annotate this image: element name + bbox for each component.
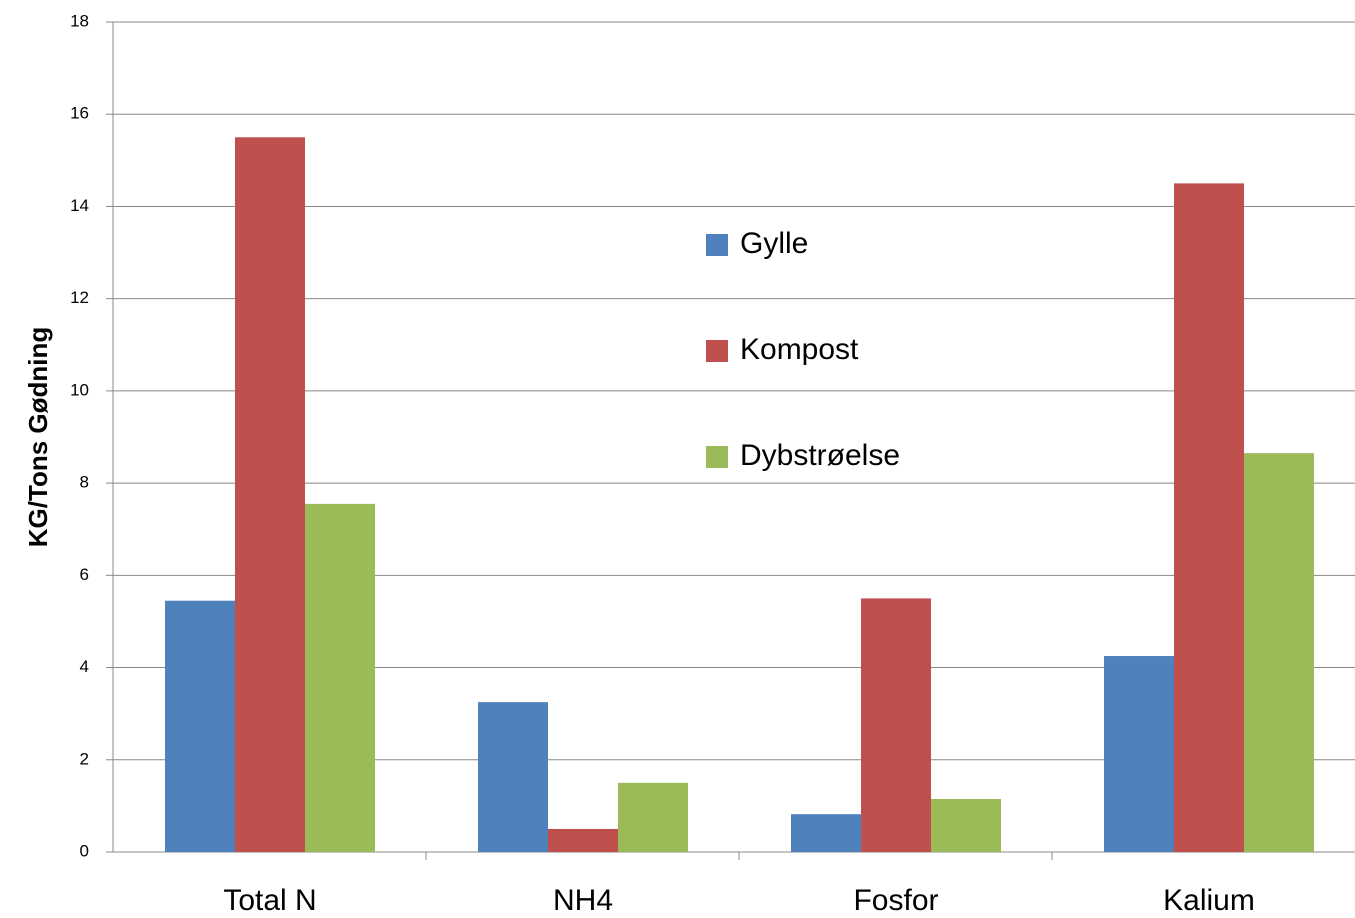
x-tick-label: Kalium (1163, 884, 1255, 917)
y-tick-label: 4 (80, 657, 89, 676)
bar (1104, 656, 1174, 852)
legend-label: Gylle (740, 227, 808, 260)
bar (1174, 183, 1244, 852)
y-tick-label: 16 (70, 104, 89, 123)
legend-swatch (706, 340, 728, 362)
y-tick-label: 18 (70, 11, 89, 30)
y-tick-label: 6 (80, 565, 89, 584)
legend-label: Kompost (740, 333, 859, 366)
legend-label: Dybstrøelse (740, 439, 900, 472)
y-tick-label: 10 (70, 380, 89, 399)
bar (1244, 453, 1314, 852)
x-tick-label: Total N (223, 884, 316, 917)
y-tick-label: 14 (70, 196, 89, 215)
bar (931, 798, 1001, 852)
legend-swatch (706, 234, 728, 256)
y-tick-label: 2 (80, 749, 89, 768)
y-tick-label: 12 (70, 288, 89, 307)
bar (861, 598, 931, 852)
x-tick-label: Fosfor (853, 884, 938, 917)
bar (305, 503, 375, 852)
x-tick-label: NH4 (553, 884, 613, 917)
legend-swatch (706, 446, 728, 468)
bar (165, 600, 235, 852)
bar (478, 702, 548, 852)
y-tick-label: 0 (80, 841, 89, 860)
y-axis-label: KG/Tons Gødning (23, 327, 53, 547)
bar (548, 828, 618, 852)
y-tick-label: 8 (80, 473, 89, 492)
bar (235, 137, 305, 852)
bar (791, 814, 861, 852)
bar (618, 782, 688, 852)
